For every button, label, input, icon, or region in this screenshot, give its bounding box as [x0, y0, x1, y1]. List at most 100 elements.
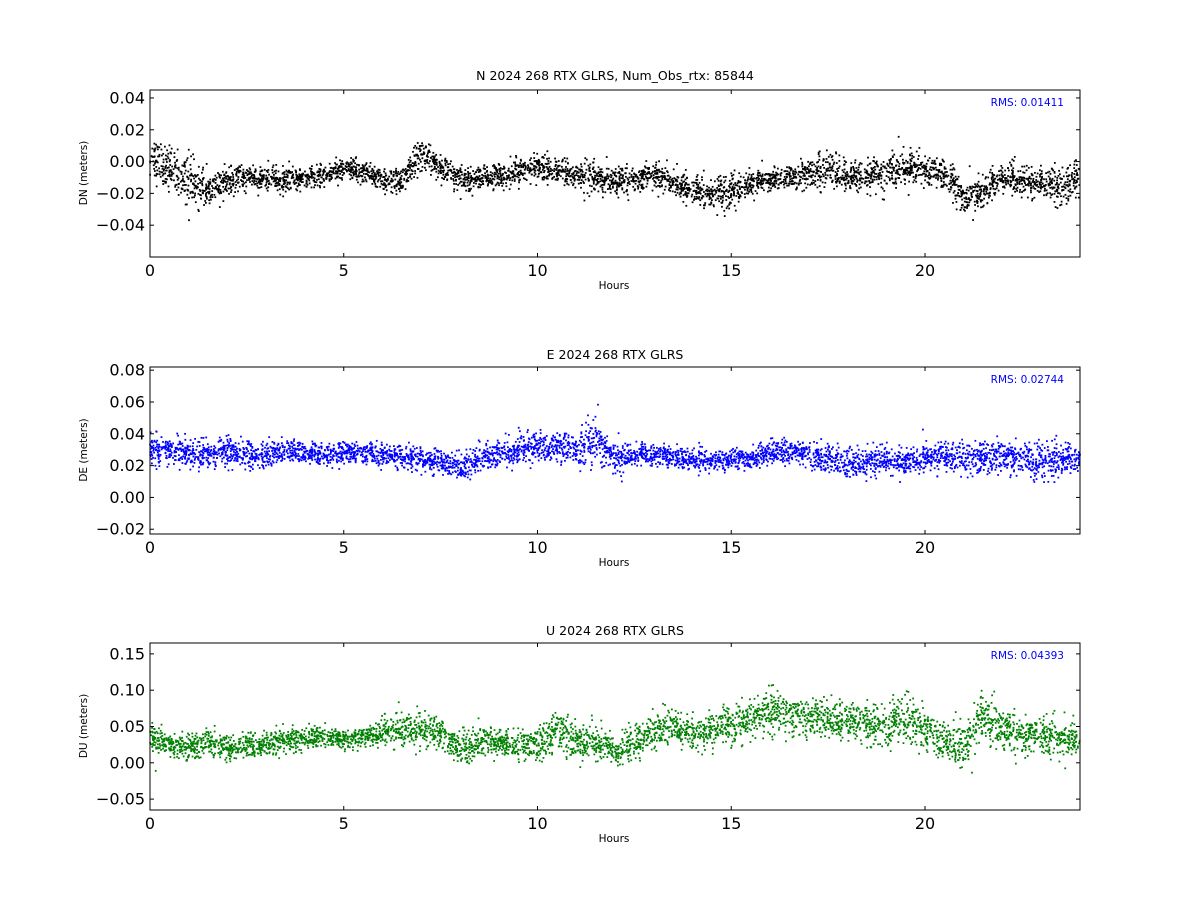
data-point	[283, 181, 286, 183]
data-point	[1041, 175, 1043, 178]
data-point	[1031, 199, 1033, 202]
panel-north: N 2024 268 RTX GLRS, Num_Obs_rtx: 85844 …	[78, 68, 1081, 292]
data-point	[487, 179, 490, 182]
data-point	[201, 454, 203, 456]
data-point	[450, 178, 453, 180]
data-point	[178, 454, 180, 457]
data-point	[895, 164, 898, 167]
data-point	[599, 185, 602, 188]
data-point	[546, 183, 549, 186]
data-point	[304, 458, 306, 461]
data-point	[265, 177, 267, 180]
data-point	[219, 440, 222, 442]
data-point	[364, 176, 366, 179]
data-point	[1018, 178, 1021, 181]
data-point	[721, 196, 724, 199]
data-point	[912, 156, 915, 158]
data-point	[912, 181, 915, 184]
data-point	[883, 179, 886, 182]
data-point	[537, 175, 540, 178]
data-point	[905, 169, 908, 171]
data-point	[293, 180, 296, 182]
data-point	[693, 189, 696, 192]
data-point	[404, 188, 407, 191]
data-point	[250, 455, 253, 458]
data-point	[255, 177, 258, 180]
data-point	[915, 165, 918, 168]
data-point	[508, 179, 511, 182]
data-point	[193, 452, 195, 454]
data-point	[160, 165, 163, 167]
x-tick-label: 20	[915, 261, 935, 280]
data-point	[471, 176, 474, 179]
data-point	[321, 181, 323, 184]
data-point	[368, 171, 371, 174]
data-point	[184, 169, 187, 172]
data-point	[399, 190, 401, 193]
data-point	[822, 164, 824, 166]
data-point	[215, 176, 218, 179]
data-point	[376, 180, 379, 183]
data-point	[224, 181, 227, 183]
data-point	[635, 174, 638, 177]
data-point	[1030, 177, 1032, 180]
data-point	[161, 171, 164, 174]
data-point	[185, 461, 188, 464]
data-point	[759, 174, 762, 177]
data-point	[641, 174, 644, 177]
data-point	[825, 168, 828, 171]
data-point	[1043, 194, 1045, 197]
data-point	[879, 171, 881, 174]
data-point	[991, 173, 994, 176]
data-point	[573, 176, 576, 179]
data-point	[903, 178, 906, 181]
data-point	[160, 148, 163, 151]
data-point	[952, 191, 955, 194]
data-point	[779, 174, 782, 177]
data-point	[968, 201, 971, 204]
data-point	[810, 176, 813, 179]
data-point	[202, 452, 205, 455]
data-point	[758, 172, 761, 174]
data-point	[565, 166, 567, 168]
data-point	[952, 202, 954, 204]
data-point	[163, 168, 165, 171]
data-point	[1049, 177, 1051, 180]
data-point	[172, 442, 175, 445]
data-point	[843, 176, 846, 179]
data-point	[184, 452, 186, 454]
data-point	[234, 186, 237, 189]
data-point	[382, 187, 385, 190]
data-point	[258, 178, 261, 181]
data-point	[1070, 176, 1073, 178]
data-point	[784, 178, 787, 181]
data-point	[680, 192, 682, 195]
data-point	[222, 185, 225, 188]
data-point	[800, 182, 802, 185]
data-point	[648, 171, 650, 173]
data-point	[566, 172, 569, 175]
data-point	[916, 170, 918, 173]
data-point	[561, 158, 564, 161]
data-point	[458, 174, 461, 177]
data-point	[221, 460, 223, 463]
data-point	[836, 172, 838, 175]
data-point	[274, 172, 277, 175]
panel-east: E 2024 268 RTX GLRS 0 5 10 15 20 −0.020.000.…	[78, 347, 1081, 569]
data-point	[408, 169, 410, 172]
data-point	[696, 197, 699, 200]
data-point	[717, 179, 720, 182]
data-point	[198, 177, 200, 180]
data-point	[447, 174, 449, 176]
data-point	[1063, 183, 1066, 186]
data-point	[222, 182, 224, 184]
data-point	[991, 185, 994, 187]
data-point	[348, 165, 351, 168]
data-point	[881, 198, 884, 201]
data-point	[655, 161, 658, 164]
data-point	[262, 460, 265, 463]
data-point	[467, 190, 470, 192]
data-point	[308, 167, 311, 170]
data-point	[310, 173, 313, 176]
data-point	[948, 190, 951, 193]
